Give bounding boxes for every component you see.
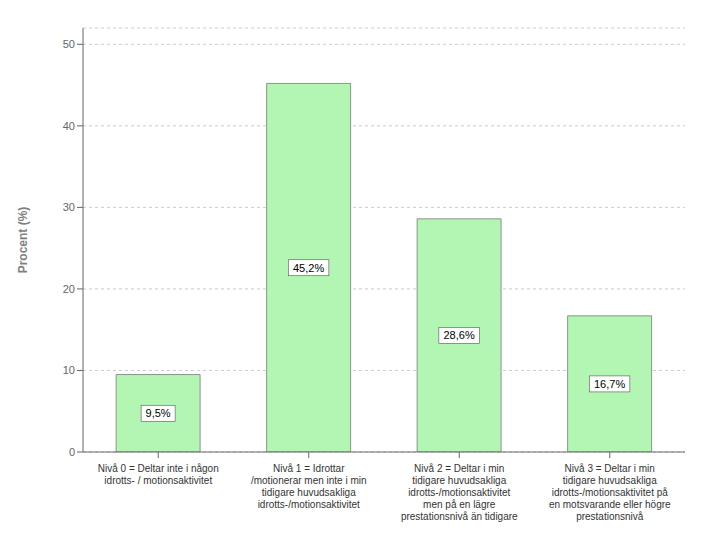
svg-text:Procent (%): Procent (%) xyxy=(16,207,30,274)
svg-text:10: 10 xyxy=(63,364,75,376)
svg-text:16,7%: 16,7% xyxy=(594,378,625,390)
svg-text:40: 40 xyxy=(63,120,75,132)
svg-text:Nivå 1 = Idrottar/motionerar m: Nivå 1 = Idrottar/motionerar men inte i … xyxy=(251,463,367,510)
svg-text:20: 20 xyxy=(63,283,75,295)
svg-text:28,6%: 28,6% xyxy=(444,329,475,341)
svg-text:0: 0 xyxy=(69,446,75,458)
svg-text:Nivå 2 = Deltar i mintidigare: Nivå 2 = Deltar i mintidigare huvudsakli… xyxy=(401,463,518,522)
svg-text:30: 30 xyxy=(63,201,75,213)
svg-text:9,5%: 9,5% xyxy=(146,407,171,419)
svg-text:Nivå 0 = Deltar inte i någonid: Nivå 0 = Deltar inte i någonidrotts- / m… xyxy=(98,463,219,486)
svg-text:Nivå 3 = Deltar i mintidigare: Nivå 3 = Deltar i mintidigare huvudsakli… xyxy=(549,463,671,522)
svg-text:45,2%: 45,2% xyxy=(293,262,324,274)
svg-text:50: 50 xyxy=(63,38,75,50)
